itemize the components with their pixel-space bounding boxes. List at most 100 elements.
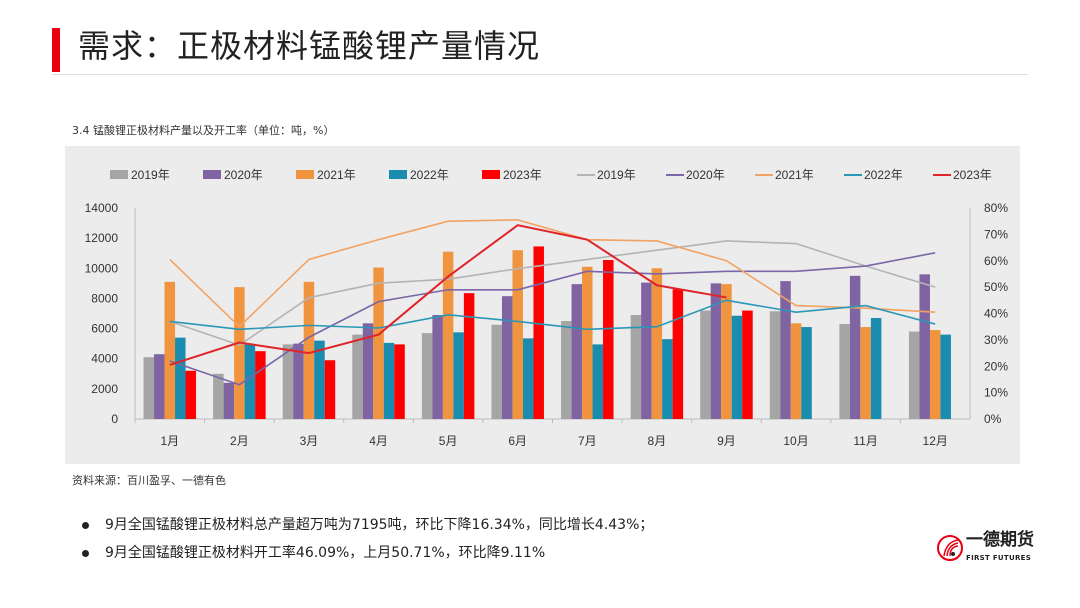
legend-swatch-bar: [203, 170, 221, 179]
bar-2023年: [603, 259, 614, 419]
bar-2019年: [143, 357, 155, 419]
legend-label: 2019年: [597, 168, 636, 182]
line-2022年: [169, 299, 936, 331]
bar-2022年: [383, 342, 395, 419]
x-tick-label: 11月: [853, 434, 877, 448]
legend-label: 2020年: [686, 168, 725, 182]
y-right-tick-label: 50%: [984, 280, 1008, 294]
bar-2020年: [919, 274, 930, 419]
y-left-tick-label: 0: [111, 412, 118, 426]
line-2023年: [169, 224, 727, 366]
x-tick-label: 10月: [783, 434, 808, 448]
legend-label: 2020年: [224, 168, 263, 182]
bar-2023年: [533, 246, 544, 419]
bullet-dot-icon: [82, 549, 89, 557]
bullet-item: 9月全国锰酸锂正极材料开工率46.09%，上月50.71%，环比降9.11%: [82, 544, 545, 562]
line-2019年: [169, 240, 936, 347]
bar-2020年: [293, 343, 304, 419]
legend-swatch-bar: [389, 170, 407, 179]
legend-label: 2023年: [503, 168, 542, 182]
x-tick-label: 4月: [369, 434, 388, 448]
bar-2020年: [571, 284, 583, 419]
y-right-tick-label: 10%: [984, 386, 1008, 400]
x-tick-label: 6月: [508, 434, 527, 448]
legend-swatch-bar: [482, 170, 500, 179]
x-tick-label: 8月: [648, 434, 667, 448]
bullet-text: 9月全国锰酸锂正极材料总产量超万吨为7195吨，环比下降16.34%，同比增长4…: [105, 517, 654, 533]
chart-source: 资料来源：百川盈孚、一德有色: [72, 474, 226, 487]
legend-swatch-bar: [110, 170, 128, 179]
bar-2022年: [522, 338, 534, 419]
bar-2021年: [790, 323, 802, 419]
bar-2020年: [501, 296, 513, 419]
bar-2023年: [324, 360, 336, 419]
y-left-tick-label: 8000: [91, 291, 118, 305]
x-tick-label: 5月: [439, 434, 458, 448]
legend-label: 2019年: [131, 168, 170, 182]
y-right-tick-label: 40%: [984, 307, 1008, 321]
y-right-tick-label: 60%: [984, 254, 1008, 268]
legend-label: 2021年: [775, 168, 814, 182]
bar-2023年: [394, 344, 405, 419]
bar-2019年: [839, 324, 850, 419]
bar-2022年: [870, 318, 882, 419]
line-2021年: [169, 219, 936, 328]
bar-2022年: [175, 337, 186, 419]
bar-2019年: [421, 333, 433, 419]
y-right-tick-label: 0%: [984, 412, 1002, 426]
bar-2019年: [561, 321, 572, 419]
bar-2021年: [512, 250, 523, 419]
bar-2019年: [491, 324, 502, 419]
y-left-tick-label: 4000: [91, 352, 118, 366]
bar-2023年: [672, 289, 684, 419]
bullet-item: 9月全国锰酸锂正极材料总产量超万吨为7195吨，环比下降16.34%，同比增长4…: [82, 516, 653, 534]
x-tick-label: 3月: [300, 434, 319, 448]
bar-2020年: [432, 315, 443, 419]
bar-2022年: [801, 327, 812, 419]
y-left-tick-label: 2000: [91, 382, 118, 396]
bar-2021年: [442, 251, 454, 419]
title-divider: [52, 74, 1028, 75]
x-tick-label: 12月: [923, 434, 948, 448]
line-2020年: [169, 252, 936, 386]
x-tick-label: 9月: [717, 434, 736, 448]
bar-2022年: [314, 340, 325, 419]
y-left-tick-label: 10000: [85, 261, 119, 275]
bar-2019年: [700, 310, 711, 419]
y-right-tick-label: 30%: [984, 333, 1008, 347]
bar-2020年: [710, 283, 722, 419]
title-accent-bar: [52, 28, 60, 72]
legend-label: 2022年: [410, 168, 449, 182]
bar-2021年: [721, 284, 732, 419]
bar-2021年: [303, 281, 315, 419]
legend-label: 2021年: [317, 168, 356, 182]
bar-2019年: [630, 315, 642, 419]
bullet-dot-icon: [82, 521, 89, 529]
bar-2022年: [662, 339, 673, 419]
legend-label: 2023年: [953, 168, 992, 182]
x-tick-label: 2月: [230, 434, 249, 448]
bar-2022年: [731, 315, 743, 419]
company-logo: 一德期货 FIRST FUTURES: [936, 530, 1046, 570]
page-title: 需求：正极材料锰酸锂产量情况: [78, 27, 541, 65]
bar-2021年: [373, 267, 384, 419]
bar-2023年: [185, 370, 197, 419]
chart-title: 3.4 锰酸锂正极材料产量以及开工率（单位：吨，%）: [72, 124, 335, 137]
bar-2019年: [213, 373, 224, 419]
bar-2022年: [592, 344, 604, 419]
legend-label: 2022年: [864, 168, 903, 182]
bar-2022年: [244, 344, 256, 419]
y-right-tick-label: 80%: [984, 201, 1008, 215]
bar-2019年: [908, 331, 920, 419]
bullet-text: 9月全国锰酸锂正极材料开工率46.09%，上月50.71%，环比降9.11%: [105, 545, 546, 561]
bar-2019年: [282, 344, 294, 419]
bar-2021年: [929, 330, 941, 419]
bar-2021年: [164, 281, 176, 419]
bar-2020年: [780, 281, 791, 419]
y-right-tick-label: 20%: [984, 359, 1008, 373]
x-tick-label: 7月: [578, 434, 597, 448]
bar-2020年: [154, 354, 165, 419]
bar-2023年: [463, 293, 475, 419]
legend-swatch-bar: [296, 170, 314, 179]
